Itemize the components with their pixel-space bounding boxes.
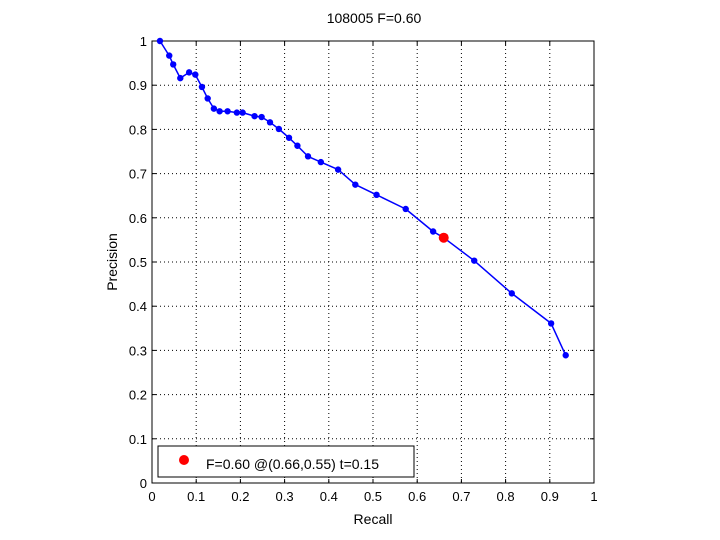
data-point (177, 74, 184, 82)
y-tick-label: 0.2 (129, 388, 147, 403)
data-point (429, 228, 437, 235)
x-tick-label: 0.2 (231, 489, 249, 504)
data-point (317, 158, 325, 166)
y-tick-label: 0.8 (129, 122, 147, 137)
data-point (547, 320, 555, 327)
x-tick-label: 0.4 (320, 489, 338, 504)
legend: F=0.60 @(0.66,0.55) t=0.15 (157, 445, 415, 478)
legend-label: F=0.60 @(0.66,0.55) t=0.15 (206, 456, 379, 472)
data-point (334, 166, 342, 173)
data-point (210, 105, 218, 112)
y-tick-label: 0.9 (129, 78, 147, 93)
data-point (275, 125, 283, 133)
data-point (170, 61, 177, 68)
data-point (508, 290, 515, 297)
y-tick-label: 0.6 (129, 211, 147, 226)
data-point (251, 112, 258, 120)
x-tick-label: 0.5 (364, 489, 382, 504)
data-point (233, 109, 241, 116)
x-tick-label: 0.3 (276, 489, 294, 504)
data-point (239, 109, 246, 116)
axis-ticks (151, 40, 595, 484)
y-tick-label: 0.1 (129, 432, 147, 447)
data-point (258, 113, 265, 121)
data-point (198, 83, 206, 91)
data-point (402, 205, 409, 213)
data-point (285, 134, 293, 141)
y-tick-label: 0.4 (129, 299, 147, 314)
y-axis-title: Precision (104, 233, 120, 291)
data-point (471, 257, 478, 264)
data-point (204, 95, 211, 102)
x-tick-labels: 0 0.1 0.2 0.3 0.4 0.5 0.6 0.7 0.8 0.9 1 (148, 489, 597, 504)
data-point (166, 52, 173, 59)
data-point (373, 191, 380, 199)
x-tick-label: 1 (590, 489, 597, 504)
data-point (224, 108, 231, 115)
data-point (185, 69, 193, 76)
series-layer (156, 37, 569, 359)
data-point (216, 108, 223, 115)
x-tick-label: 0.6 (408, 489, 426, 504)
data-point (562, 352, 569, 359)
data-point (192, 71, 199, 78)
data-point (266, 119, 274, 126)
y-tick-label: 1 (140, 34, 147, 49)
x-tick-label: 0.1 (187, 489, 205, 504)
x-tick-label: 0.8 (497, 489, 515, 504)
y-tick-label: 0 (140, 476, 147, 491)
x-axis-title: Recall (354, 511, 393, 527)
best-f-point (438, 232, 449, 243)
y-tick-label: 0.3 (129, 343, 147, 358)
grid-lines (152, 41, 594, 483)
data-point (352, 181, 359, 188)
data-point (304, 153, 312, 160)
legend-marker (179, 455, 189, 465)
y-tick-label: 0.5 (129, 255, 147, 270)
x-tick-label: 0.9 (541, 489, 559, 504)
x-tick-label: 0 (148, 489, 155, 504)
chart-title: 108005 F=0.60 (327, 10, 422, 26)
data-point (156, 37, 164, 45)
data-point (294, 142, 301, 149)
y-tick-labels: 0 0.1 0.2 0.3 0.4 0.5 0.6 0.7 0.8 0.9 1 (129, 34, 147, 491)
x-tick-label: 0.7 (452, 489, 470, 504)
legend-box (157, 445, 415, 478)
y-tick-label: 0.7 (129, 167, 147, 182)
